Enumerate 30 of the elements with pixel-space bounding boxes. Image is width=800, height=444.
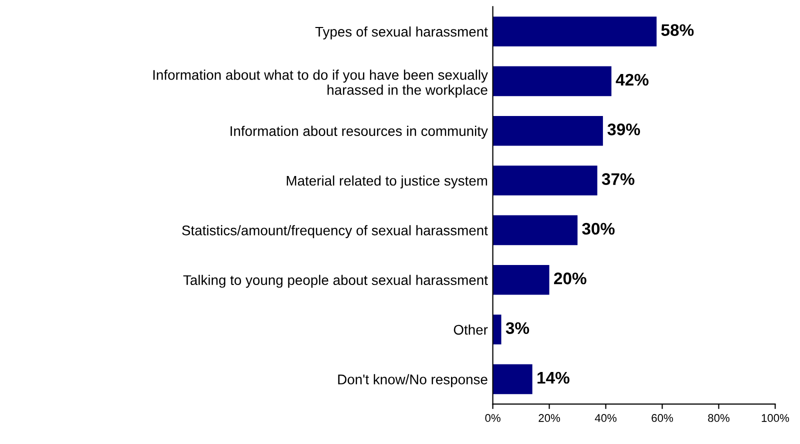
data-label: 58% bbox=[661, 24, 694, 36]
data-label: 30% bbox=[582, 222, 615, 235]
bar bbox=[492, 314, 502, 344]
data-label: 3% bbox=[506, 322, 530, 334]
bar bbox=[492, 166, 598, 196]
y-tick-label: Talking to young people about sexual harassment bbox=[183, 274, 488, 288]
x-tick-label: 100% bbox=[762, 414, 790, 422]
data-label: 42% bbox=[616, 74, 648, 86]
x-tick-label: 0% bbox=[485, 414, 500, 422]
bar bbox=[492, 215, 578, 246]
bar bbox=[492, 116, 603, 146]
data-label: 39% bbox=[607, 124, 640, 136]
y-tick-label: Other bbox=[454, 324, 488, 335]
data-label: 14% bbox=[538, 372, 570, 384]
bar bbox=[492, 264, 550, 295]
y-tick-label: Material related to justice system bbox=[286, 175, 488, 188]
x-tick-label: 20% bbox=[538, 414, 560, 422]
y-tick-label: Information about resources in community bbox=[230, 126, 488, 139]
y-tick-label: Statistics/amount/frequency of sexual harassment bbox=[182, 225, 488, 238]
x-tick-label: 40% bbox=[594, 414, 616, 422]
y-tick-label: Types of sexual harassment bbox=[315, 26, 488, 40]
bar bbox=[492, 16, 657, 46]
data-label: 37% bbox=[602, 173, 634, 186]
bar bbox=[492, 364, 532, 394]
bar bbox=[492, 66, 612, 96]
y-tick-label: Information about what to do if you have been sexually harassed in the workplace bbox=[153, 70, 488, 98]
x-tick-label: 60% bbox=[652, 414, 673, 422]
y-tick-label: Don't know/No response bbox=[338, 374, 488, 388]
data-label: 20% bbox=[554, 272, 586, 284]
x-tick-label: 80% bbox=[708, 414, 730, 422]
